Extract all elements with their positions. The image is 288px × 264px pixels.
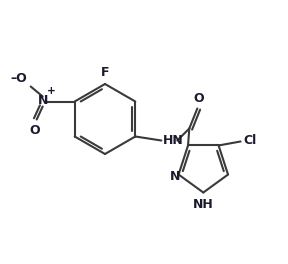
Text: O: O	[193, 92, 204, 105]
Text: HN: HN	[163, 134, 184, 147]
Text: +: +	[47, 87, 55, 97]
Text: F: F	[101, 66, 109, 79]
Text: N: N	[37, 94, 48, 107]
Text: N: N	[169, 170, 180, 183]
Text: NH: NH	[193, 199, 214, 211]
Text: O: O	[29, 124, 40, 136]
Text: –O: –O	[10, 72, 27, 84]
Text: Cl: Cl	[244, 134, 257, 147]
